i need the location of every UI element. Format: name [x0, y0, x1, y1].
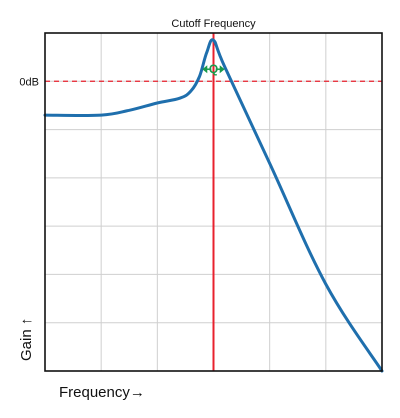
annotations: Q	[202, 62, 225, 76]
plot-frame	[44, 32, 383, 372]
q-annotation: Q	[202, 62, 225, 76]
q-label: Q	[209, 62, 218, 76]
series-layer	[43, 38, 384, 373]
y-tick-label: 0dB	[19, 76, 39, 88]
labels: Cutoff Frequency 0dB Frequency→ Gain ↑	[18, 18, 256, 401]
cutoff-frequency-label: Cutoff Frequency	[171, 18, 256, 30]
reference-lines	[45, 33, 382, 371]
response-curve	[43, 38, 384, 373]
q-arrow-left-head	[202, 65, 208, 74]
x-axis-title: Frequency→	[59, 384, 145, 401]
q-arrow-right-head	[219, 65, 225, 74]
y-axis-title: Gain ↑	[18, 318, 35, 361]
